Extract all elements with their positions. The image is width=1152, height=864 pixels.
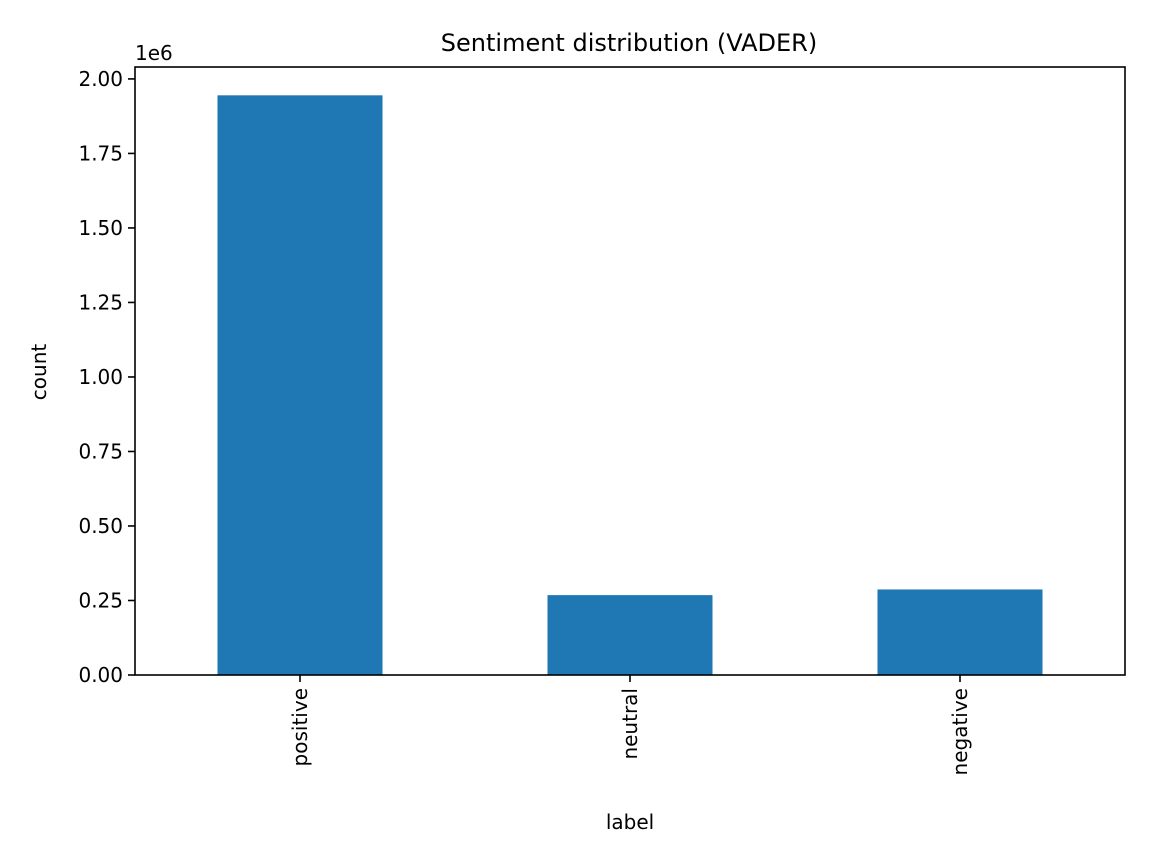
y-axis-label: count: [27, 344, 51, 401]
y-tick-label: 0.25: [78, 588, 123, 612]
plot-frame: [134, 66, 1126, 676]
bar-neutral: [547, 595, 713, 675]
y-axis-offset-text: 1e6: [135, 41, 173, 65]
x-tick-label: positive: [288, 688, 312, 766]
x-tick-label: negative: [948, 688, 972, 775]
x-axis-ticks: positive neutral negative: [288, 675, 972, 775]
y-axis-ticks: 0.00 0.25 0.50 0.75 1.00 1.25 1.50 1.75 2.00: [78, 67, 135, 687]
y-tick-label: 2.00: [78, 67, 123, 91]
y-tick-label: 0.00: [78, 663, 123, 687]
bar-positive: [217, 95, 383, 675]
chart-title: Sentiment distribution (VADER): [441, 29, 817, 57]
x-tick-label: neutral: [618, 688, 642, 760]
y-tick-label: 1.75: [78, 141, 123, 165]
y-tick-label: 0.75: [78, 439, 123, 463]
x-axis-label: label: [606, 810, 654, 834]
y-tick-label: 0.50: [78, 514, 123, 538]
y-tick-label: 1.50: [78, 216, 123, 240]
bar-negative: [877, 589, 1043, 675]
y-tick-label: 1.00: [78, 365, 123, 389]
bars-layer: [217, 95, 1043, 675]
y-tick-label: 1.25: [78, 290, 123, 314]
